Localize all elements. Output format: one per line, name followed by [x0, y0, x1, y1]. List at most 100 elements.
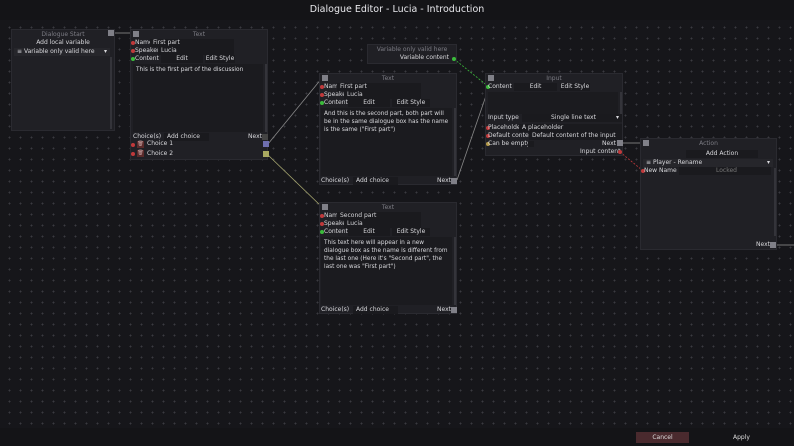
name-field[interactable]: First part [150, 39, 234, 47]
content-port[interactable] [320, 101, 324, 105]
choices-label: Choice(s) [321, 177, 350, 184]
input-port[interactable] [643, 140, 649, 146]
node-title: Text [192, 31, 206, 38]
speaker-port[interactable] [320, 222, 324, 226]
action-dropdown[interactable]: ≡ Player - Rename ▾ [643, 159, 773, 167]
next-port[interactable] [262, 134, 268, 140]
speaker-field[interactable]: Lucia [344, 91, 421, 99]
choice-label[interactable]: Choice 2 [147, 150, 174, 157]
link-text2-input [456, 86, 490, 181]
input-port[interactable] [488, 75, 494, 81]
text-node-1[interactable]: Text Name First part Speaker Lucia Conte… [130, 29, 268, 160]
scrollbar[interactable] [454, 237, 456, 305]
choice-condition-port[interactable] [131, 152, 135, 156]
default-content-port[interactable] [486, 134, 490, 138]
content-textarea[interactable]: And this is the second part, both part w… [321, 108, 452, 176]
apply-button[interactable]: Apply [733, 434, 750, 441]
speaker-field[interactable]: Lucia [158, 47, 234, 55]
next-label: Next [602, 140, 616, 147]
variable-output-label: Variable content [399, 54, 449, 61]
add-choice-button[interactable]: Add choice [164, 133, 209, 141]
placeholder-field[interactable]: A placeholder [519, 124, 622, 132]
speaker-port[interactable] [320, 93, 324, 97]
edit-button[interactable]: Edit [348, 99, 390, 107]
variable-output-port[interactable] [452, 57, 456, 61]
chevron-down-icon: ▾ [766, 159, 770, 166]
edit-button[interactable]: Edit [514, 83, 557, 91]
content-port[interactable] [486, 85, 490, 89]
add-choice-button[interactable]: Add choice [353, 177, 398, 185]
input-port[interactable] [322, 204, 328, 210]
content-port[interactable] [320, 230, 324, 234]
next-port[interactable] [451, 178, 457, 184]
can-be-empty-port[interactable] [486, 142, 490, 146]
choice-label[interactable]: Choice 1 [147, 140, 174, 147]
scrollbar[interactable] [620, 92, 622, 114]
default-content-field[interactable]: Default content of the input [529, 132, 622, 140]
node-title: Variable only valid here [376, 46, 448, 53]
name-field[interactable]: Second part [337, 212, 421, 220]
next-label: Next [437, 177, 451, 184]
input-next-port[interactable] [617, 140, 623, 146]
node-title: Text [381, 204, 395, 211]
input-port[interactable] [322, 75, 328, 81]
edit-style-button[interactable]: Edit Style [392, 228, 430, 236]
name-port[interactable] [320, 214, 324, 218]
delete-choice-icon[interactable]: 🗑 [137, 150, 144, 157]
next-label: Next [437, 306, 451, 313]
drag-handle-icon: ≡ [646, 159, 653, 166]
scrollbar[interactable] [110, 57, 112, 129]
can-be-empty-checkbox[interactable] [528, 141, 534, 147]
link-choice1-text2 [267, 77, 323, 145]
footer-bar: Cancel Apply [0, 428, 794, 446]
content-label: Content [324, 99, 348, 106]
speaker-field[interactable]: Lucia [344, 220, 421, 228]
content-textarea[interactable]: This text here will appear in a new dial… [321, 237, 452, 305]
speaker-port[interactable] [131, 49, 135, 53]
name-port[interactable] [131, 41, 135, 45]
text-node-2[interactable]: Text Name First part Speaker Lucia Conte… [319, 73, 457, 185]
choices-label: Choice(s) [133, 133, 162, 140]
node-title: Dialogue Start [41, 31, 85, 38]
edit-style-button[interactable]: Edit Style [560, 83, 590, 91]
add-local-variable-button[interactable]: Add local variable [36, 39, 90, 46]
variable-node[interactable]: Variable only valid here Variable conten… [367, 44, 457, 64]
name-field[interactable]: First part [337, 83, 421, 91]
scrollbar[interactable] [265, 64, 267, 132]
edit-button[interactable]: Edit [348, 228, 390, 236]
text-node-3[interactable]: Text Name Second part Speaker Lucia Cont… [319, 202, 457, 314]
action-node[interactable]: Action Add Action ≡ Player - Rename ▾ New… [640, 138, 777, 250]
chevron-down-icon: ▾ [615, 114, 619, 121]
cancel-button[interactable]: Cancel [636, 432, 689, 443]
add-choice-button[interactable]: Add choice [353, 306, 398, 314]
placeholder-port[interactable] [486, 126, 490, 130]
dialogue-start-node[interactable]: Dialogue Start Add local variable ≡ Vari… [11, 29, 115, 131]
name-port[interactable] [320, 85, 324, 89]
content-textarea[interactable] [488, 92, 618, 114]
scrollbar[interactable] [454, 108, 456, 176]
edit-button[interactable]: Edit [161, 55, 203, 63]
content-port[interactable] [131, 57, 135, 61]
default-content-label: Default content [488, 132, 535, 139]
input-type-select[interactable]: Single line text ▾ [522, 114, 622, 122]
input-port[interactable] [133, 31, 139, 37]
action-next-port[interactable] [770, 242, 776, 248]
content-textarea[interactable]: This is the first part of the discussion [133, 64, 263, 132]
start-output-port[interactable] [108, 30, 114, 36]
choice-1-port[interactable] [263, 141, 269, 147]
choice-2-port[interactable] [263, 151, 269, 157]
edit-style-button[interactable]: Edit Style [205, 55, 235, 63]
input-content-port[interactable] [618, 150, 622, 154]
local-variable-dropdown[interactable]: ≡ Variable only valid here ▾ [14, 48, 110, 56]
edit-style-button[interactable]: Edit Style [392, 99, 430, 107]
speaker-label: Speaker [135, 47, 160, 54]
scrollbar[interactable] [774, 168, 776, 236]
name-label: Name [135, 39, 153, 46]
choice-condition-port[interactable] [131, 143, 135, 147]
input-node[interactable]: Input Content Edit Edit Style Input type… [485, 73, 623, 156]
drag-handle-icon: ≡ [17, 48, 24, 55]
add-action-button[interactable]: Add Action [686, 150, 758, 158]
delete-choice-icon[interactable]: 🗑 [137, 141, 144, 148]
new-name-port[interactable] [641, 169, 645, 173]
next-port[interactable] [451, 307, 457, 313]
